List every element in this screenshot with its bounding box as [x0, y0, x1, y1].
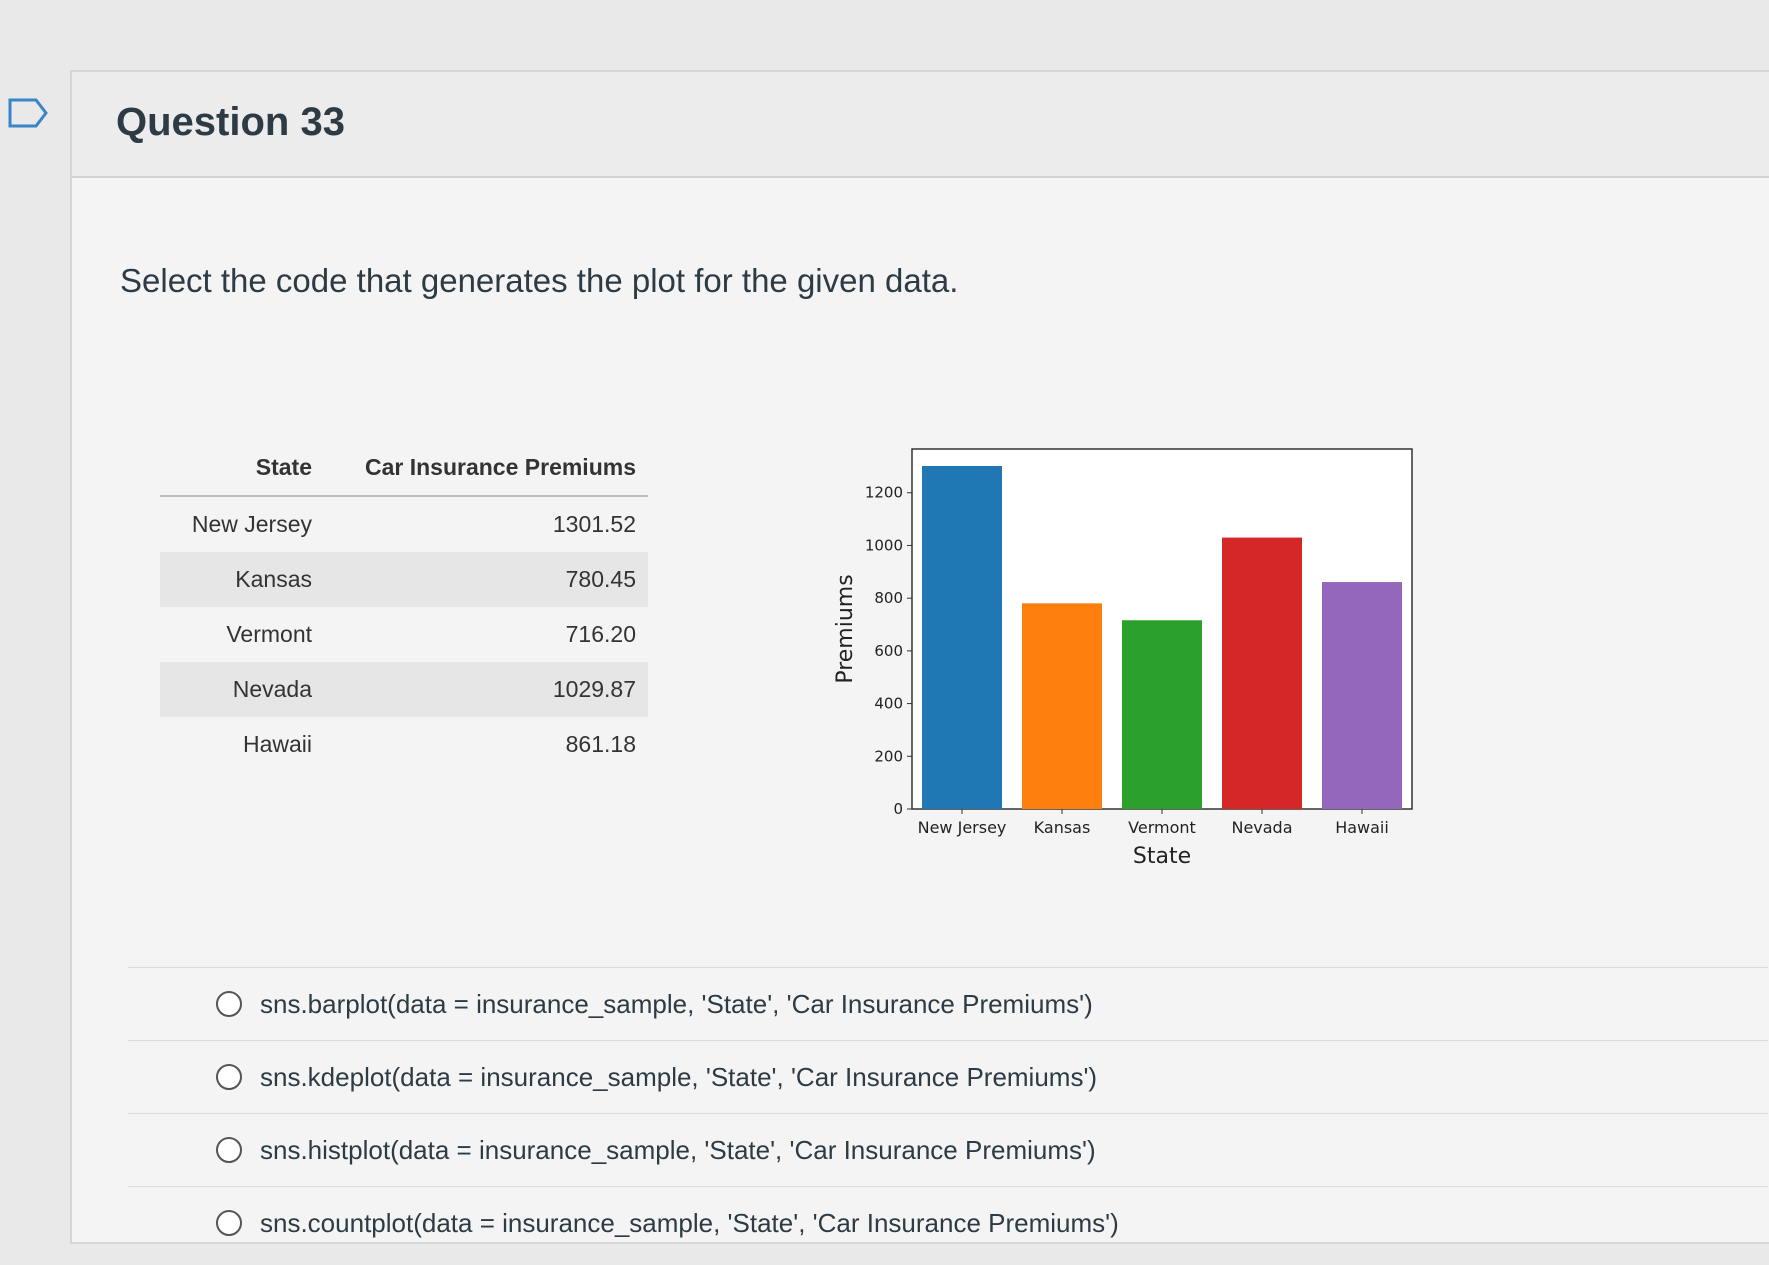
table-header-row: State Car Insurance Premiums — [160, 440, 648, 497]
state-cell: Vermont — [226, 621, 312, 647]
y-tick-label: 600 — [874, 642, 903, 660]
state-cell: Hawaii — [242, 731, 312, 757]
radio-button[interactable] — [216, 991, 242, 1017]
state-cell: Kansas — [160, 552, 324, 607]
bar-chart: New Jersey Kansas Vermont Nevada Hawaii 0 200 4… — [832, 437, 1492, 917]
answer-options: sns.barplot(data = insurance_sample, 'St… — [128, 967, 1768, 1259]
x-tick-label: Kansas — [1034, 818, 1091, 837]
bar — [922, 465, 1002, 809]
table-row: Hawaii 861.18 — [160, 717, 648, 772]
radio-button[interactable] — [216, 1064, 242, 1090]
premium-cell: 716.20 — [565, 621, 636, 647]
table-row: Nevada 1029.87 — [160, 662, 648, 717]
state-cell: New Jersey — [191, 511, 312, 537]
bar — [1022, 603, 1102, 809]
column-header-state: State — [160, 440, 324, 497]
y-tick-label: 800 — [874, 589, 903, 607]
state-cell: Nevada — [160, 662, 324, 717]
bar — [1322, 582, 1402, 809]
x-tick-label: New Jersey — [918, 818, 1007, 837]
x-tick-label: Hawaii — [1335, 818, 1389, 837]
bar — [1122, 620, 1202, 809]
answer-option[interactable]: sns.kdeplot(data = insurance_sample, 'St… — [128, 1040, 1768, 1113]
answer-option-label: sns.barplot(data = insurance_sample, 'St… — [260, 988, 1093, 1019]
y-axis-label: Premiums — [833, 574, 858, 683]
answer-option[interactable]: sns.countplot(data = insurance_sample, '… — [128, 1186, 1768, 1259]
y-tick-label: 1000 — [865, 536, 903, 554]
column-header-premiums: Car Insurance Premiums — [324, 440, 648, 497]
answer-option-label: sns.histplot(data = insurance_sample, 'S… — [260, 1134, 1096, 1165]
question-prompt: Select the code that generates the plot … — [120, 262, 959, 299]
table-row: Kansas 780.45 — [160, 552, 648, 607]
premium-cell: 1029.87 — [324, 662, 648, 717]
premium-cell: 1301.52 — [552, 511, 636, 537]
answer-option[interactable]: sns.barplot(data = insurance_sample, 'St… — [128, 967, 1768, 1040]
answer-option-label: sns.countplot(data = insurance_sample, '… — [260, 1207, 1119, 1238]
question-header: Question 33 — [72, 72, 1769, 178]
premium-cell: 861.18 — [565, 731, 636, 757]
bookmark-icon[interactable] — [6, 96, 50, 130]
question-title: Question 33 — [116, 100, 345, 144]
x-tick-label: Nevada — [1231, 818, 1292, 837]
y-tick-label: 400 — [874, 695, 903, 713]
answer-option[interactable]: sns.histplot(data = insurance_sample, 'S… — [128, 1113, 1768, 1186]
y-tick-label: 0 — [893, 800, 903, 818]
question-card: Question 33 Select the code that generat… — [70, 70, 1769, 1244]
y-tick-label: 1200 — [865, 484, 903, 502]
x-axis-label: State — [1133, 844, 1191, 869]
premium-cell: 780.45 — [324, 552, 648, 607]
data-table: State Car Insurance Premiums New Jersey … — [160, 440, 648, 772]
table-row: New Jersey 1301.52 — [160, 496, 648, 552]
table-row: Vermont 716.20 — [160, 607, 648, 662]
y-tick-label: 200 — [874, 747, 903, 765]
radio-button[interactable] — [216, 1210, 242, 1236]
x-tick-label: Vermont — [1128, 818, 1196, 837]
answer-option-label: sns.kdeplot(data = insurance_sample, 'St… — [260, 1061, 1098, 1092]
bar — [1222, 537, 1302, 809]
radio-button[interactable] — [216, 1137, 242, 1163]
